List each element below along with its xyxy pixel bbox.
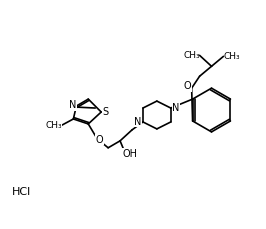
- Text: S: S: [102, 107, 108, 117]
- Text: N: N: [69, 100, 76, 110]
- Text: OH: OH: [123, 149, 138, 159]
- Text: O: O: [184, 81, 192, 91]
- Text: CH₃: CH₃: [183, 51, 200, 60]
- Text: CH₃: CH₃: [45, 121, 62, 131]
- Text: HCl: HCl: [11, 187, 31, 197]
- Text: N: N: [172, 103, 180, 113]
- Text: N: N: [134, 117, 142, 127]
- Text: O: O: [95, 135, 103, 145]
- Text: CH₃: CH₃: [223, 52, 240, 61]
